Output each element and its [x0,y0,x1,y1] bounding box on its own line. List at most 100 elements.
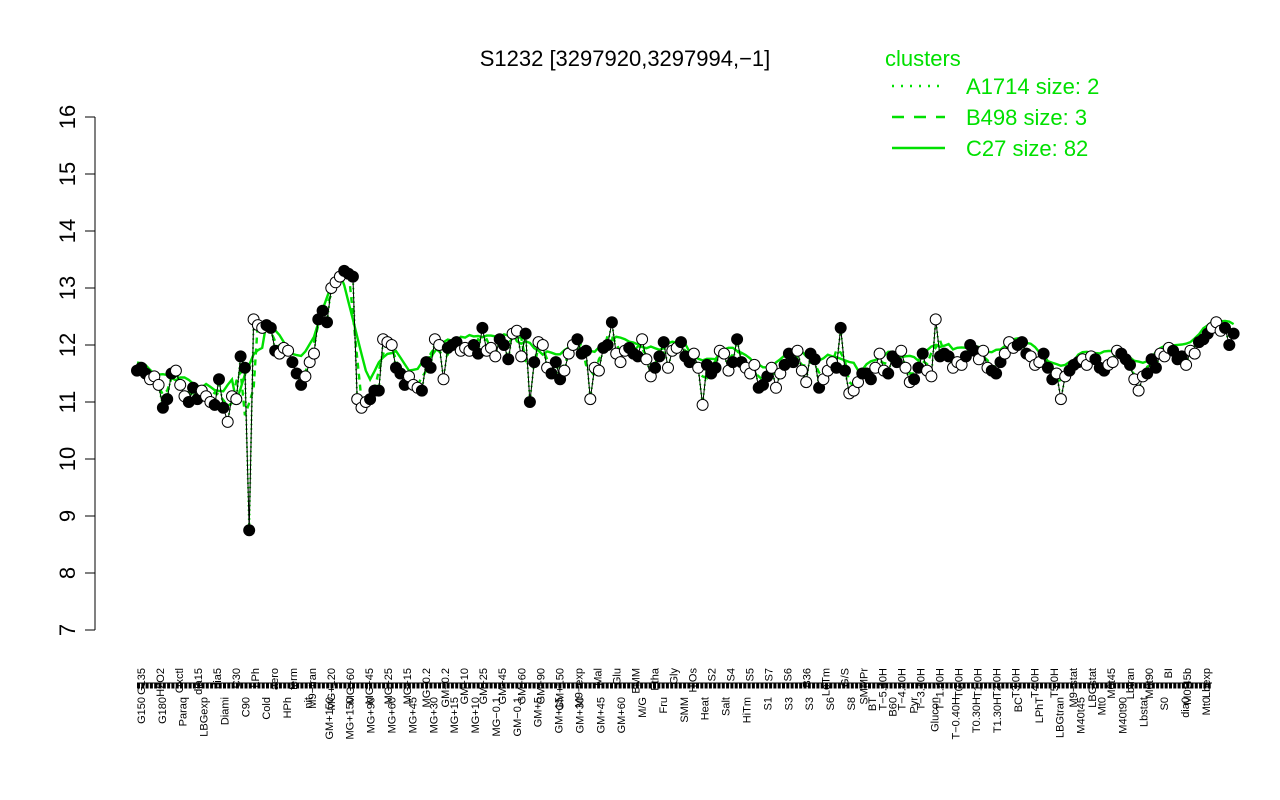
data-point [238,361,251,374]
x-tick-label-upper: dia5 [212,668,224,689]
x-tick-label: HiTm [741,697,753,723]
x-tick-label-upper: HiOs [687,668,699,693]
x-tick-label: LBGexp [199,697,211,737]
legend-label: C27 size: 82 [966,136,1088,161]
x-tick-label-upper: Etha [649,667,661,691]
y-tick-label: 13 [55,276,80,300]
x-tick-label: GM+150 [324,697,336,740]
data-point [161,393,174,406]
data-point [523,396,536,408]
x-tick-label-upper: GM+60 [516,668,528,704]
x-tick-label-upper: GM+150 [554,668,566,711]
legend-title: clusters [885,46,961,71]
data-point [299,370,312,383]
data-point [1106,356,1119,369]
x-tick-label-upper: GM+25 [478,668,490,704]
data-point [959,350,972,363]
x-tick-label: MG+60 [386,697,398,733]
x-tick-label-upper: Lbtran [1125,668,1137,699]
x-tick-label: Mt0 [1201,697,1213,715]
x-tick-label: dia0 [1180,697,1192,718]
data-point [998,347,1011,360]
x-tick-label: GM+15 [554,697,566,733]
data-point [152,378,165,391]
data-point [234,350,247,363]
data-point [536,339,549,351]
data-point [605,316,618,329]
x-tick-label: B60 [888,697,900,717]
x-tick-label: GM+45 [595,697,607,733]
data-point [243,524,256,537]
x-tick-label: C90 [240,697,252,717]
data-point [174,378,187,391]
x-tick-label-upper: LPh [250,668,262,688]
data-point [636,333,649,346]
x-tick-label-upper: S4 [725,668,737,681]
x-tick-label-upper: M0t90 [1144,668,1156,699]
data-point [916,347,929,360]
data-point [657,336,670,349]
data-point [640,353,653,366]
x-tick-label-upper: G/S [840,668,852,687]
data-point [687,347,700,360]
x-tick-label-upper: LBGstat [1087,668,1099,708]
data-point [1149,361,1162,374]
y-tick-label: 12 [55,333,80,357]
y-tick-label: 14 [55,219,80,243]
x-tick-label-upper: M9−exp [573,668,585,707]
x-tick-label-upper: Glu [611,668,623,685]
data-point [1132,384,1145,397]
data-point [584,393,597,406]
x-tick-label-upper: G135 [136,668,148,695]
x-tick-label-upper: T3.0H [1011,668,1023,698]
x-tick-label: GM−0.1 [512,697,524,736]
x-tick-label-upper: T1.0H [973,668,985,698]
x-tick-label-upper: S2 [706,668,718,681]
x-tick-label: HPh [282,697,294,718]
data-point [834,321,847,334]
x-tick-label: M/G [637,697,649,718]
data-point [502,353,515,366]
y-tick-label: 10 [55,447,80,471]
data-point [653,350,666,363]
x-tick-label-upper: S7 [763,668,775,681]
data-point [346,270,359,283]
x-tick-label-upper: T0.0H [954,668,966,698]
x-tick-label-upper: Mal [592,668,604,686]
data-point [437,373,450,386]
x-tick-label-upper: GM+90 [535,668,547,704]
x-tick-label-upper: M9−tran [307,668,319,709]
x-tick-label: Fru [658,697,670,714]
data-point [571,333,584,346]
data-point [264,321,277,334]
x-tick-label-upper: H2O2 [155,668,167,697]
x-tick-label-upper: C30 [231,668,243,688]
x-tick-label: Heat [700,697,712,720]
data-point [791,344,804,357]
data-point [1041,361,1054,374]
data-point [528,356,541,369]
data-point [929,313,942,326]
x-tick-label-upper: T2.0H [992,668,1004,698]
x-tick-label: MG+30 [428,697,440,733]
x-tick-label-upper: ferm [288,668,300,690]
data-point [800,376,813,389]
data-point [649,361,662,374]
data-point [787,356,800,369]
x-tick-label: G150 [136,697,148,724]
x-tick-label-upper: MG+60 [345,668,357,704]
x-tick-label: LBGtran [1055,697,1067,738]
data-point [873,347,886,360]
data-point [1124,358,1136,371]
x-tick-label: Mt0 [1096,697,1108,715]
data-point [1037,347,1050,360]
data-point [545,367,558,380]
data-point [286,356,299,369]
data-point [895,344,908,357]
data-point [890,356,903,369]
x-tick-label-upper: MG+45 [364,668,376,704]
series-layer [136,269,1235,531]
x-tick-label: S0 [1159,697,1171,710]
legend-label: A1714 size: 2 [966,74,1099,99]
